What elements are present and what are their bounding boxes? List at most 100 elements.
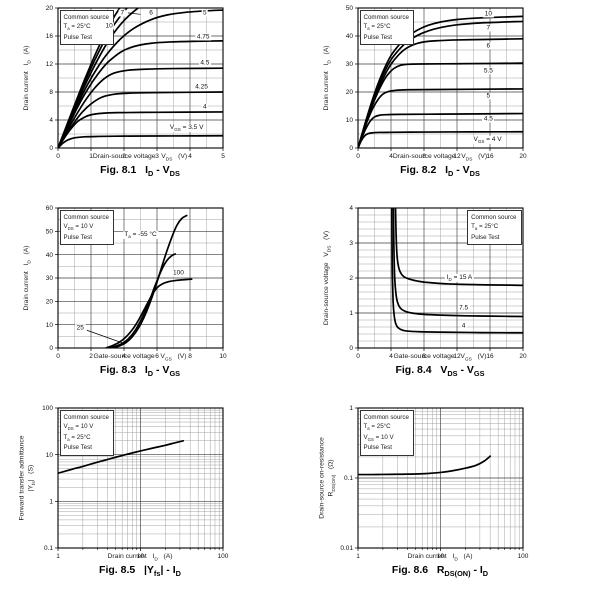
svg-text:2: 2 — [89, 353, 93, 360]
curve-Ta=-55C — [111, 214, 188, 348]
x-axis-label: Gate-source voltage VGS (V) — [393, 353, 487, 363]
x-axis-label: Drain-source voltage VDS (V) — [392, 153, 488, 163]
figure-title: Fig. 8.4 VDS - VGS — [395, 364, 485, 379]
label-leader — [86, 329, 123, 344]
plot-border — [357, 7, 524, 149]
svg-text:30: 30 — [346, 61, 354, 68]
y-axis-label: Forward transfer admittance |Yfs| (S) — [18, 435, 38, 521]
svg-text:0.1: 0.1 — [344, 475, 353, 482]
svg-text:10: 10 — [219, 353, 227, 360]
tick-marks — [355, 207, 524, 351]
svg-text:16: 16 — [46, 33, 54, 40]
svg-text:3: 3 — [349, 240, 353, 247]
curve-|Yfs| — [58, 439, 185, 475]
svg-text:4: 4 — [349, 205, 353, 212]
svg-text:50: 50 — [46, 229, 54, 236]
tick-labels: 0 2 4 6 8 10 0 10 20 30 40 50 60 — [46, 205, 227, 360]
curve-Ta=25C — [108, 253, 176, 348]
svg-text:16: 16 — [486, 353, 494, 360]
curve-ID=15A — [394, 208, 523, 287]
chart-canvas-8-2: 0 4 8 12 16 20 0 10 20 30 40 50 — [346, 5, 527, 160]
svg-text:40: 40 — [46, 252, 54, 259]
figure-title: Fig. 8.5 |Yfs| - ID — [99, 564, 181, 579]
svg-text:8: 8 — [188, 353, 192, 360]
curves — [358, 455, 492, 476]
tick-labels: 0 4 8 12 16 20 0 10 20 30 40 50 — [346, 5, 527, 160]
figure-title: Fig. 8.2 ID - VDS — [400, 164, 480, 179]
y-axis-label: Drain-source on-resistance RDS(ON) (Ω) — [318, 437, 338, 519]
tick-marks — [55, 7, 224, 151]
figure-title: Fig. 8.1 ID - VDS — [100, 164, 180, 179]
x-axis-label: Drain-source voltage VDS (V) — [92, 153, 188, 163]
figure-title: Fig. 8.6 RDS(ON) - ID — [391, 564, 489, 579]
svg-text:20: 20 — [46, 299, 54, 306]
chart-canvas-8-6: 1 10 100 0.01 0.1 1 — [340, 405, 528, 560]
svg-text:0.01: 0.01 — [340, 545, 353, 552]
svg-text:0: 0 — [56, 153, 60, 160]
svg-text:4: 4 — [389, 353, 393, 360]
svg-text:3: 3 — [155, 153, 159, 160]
y-axis-label: Drain current ID (A) — [323, 45, 333, 111]
figure-8-3: 0 2 4 6 8 10 0 10 20 30 40 50 60 Common source VDS = … — [0, 200, 300, 400]
svg-text:50: 50 — [346, 5, 354, 12]
figure-8-2: 0 4 8 12 16 20 0 10 20 30 40 50 Common source Ta = 2… — [300, 0, 600, 200]
svg-text:0: 0 — [356, 353, 360, 360]
curve-VGS=4.5V — [358, 112, 523, 148]
curve-VGS=10V — [58, 8, 121, 148]
svg-text:0.1: 0.1 — [44, 545, 53, 552]
svg-text:10: 10 — [346, 117, 354, 124]
label-leader — [127, 12, 141, 15]
svg-text:12: 12 — [46, 61, 54, 68]
curve-VGS=4.75V — [58, 40, 223, 148]
curve-VGS=4V — [358, 130, 523, 148]
svg-text:40: 40 — [346, 33, 354, 40]
svg-text:1: 1 — [349, 310, 353, 317]
svg-text:6: 6 — [155, 353, 159, 360]
y-axis-label: Drain current ID (A) — [23, 45, 33, 111]
svg-text:4: 4 — [188, 153, 192, 160]
x-axis-label: Drain current ID (A) — [107, 553, 173, 563]
svg-text:60: 60 — [46, 205, 54, 212]
curve-VGS=5V — [58, 9, 223, 148]
y-axis-label: Drain-source voltage VDS (V) — [323, 230, 333, 326]
curve-VGS=3.5V — [58, 134, 223, 148]
tick-marks — [55, 207, 224, 351]
svg-text:8: 8 — [422, 153, 426, 160]
figure-8-6: 1 10 100 0.01 0.1 1 Common source Ta = 25°C VGS… — [300, 400, 600, 600]
x-axis-label: Drain current ID (A) — [407, 553, 473, 563]
tick-marks — [355, 7, 524, 151]
svg-text:4: 4 — [389, 153, 393, 160]
svg-text:5: 5 — [221, 153, 225, 160]
svg-text:100: 100 — [518, 553, 529, 560]
tick-labels: 1 10 100 0.01 0.1 1 — [340, 405, 528, 560]
svg-text:2: 2 — [122, 153, 126, 160]
curve-ID=4A — [390, 208, 523, 334]
grid-minor — [58, 8, 223, 148]
curves — [390, 208, 523, 334]
svg-text:2: 2 — [349, 275, 353, 282]
svg-text:8: 8 — [49, 89, 53, 96]
curve-VGS=4.5V — [58, 67, 223, 148]
svg-text:0: 0 — [349, 345, 353, 352]
figure-8-1: 0 1 2 3 4 5 0 4 8 12 16 20 Common source Ta = 25°C Pu… — [0, 0, 300, 200]
curve-ID=7.5A — [392, 208, 523, 318]
figure-8-4: 0 4 8 12 16 20 0 1 2 3 4 Common source Ta = 25°C Pul… — [300, 200, 600, 400]
svg-text:8: 8 — [422, 353, 426, 360]
svg-text:100: 100 — [218, 553, 229, 560]
svg-text:16: 16 — [486, 153, 494, 160]
svg-text:12: 12 — [453, 153, 461, 160]
x-axis-label: Gate-source voltage VGS (V) — [93, 353, 187, 363]
svg-text:10: 10 — [137, 553, 145, 560]
tick-marks — [55, 407, 224, 551]
svg-text:20: 20 — [346, 89, 354, 96]
svg-text:100: 100 — [42, 405, 53, 412]
svg-text:30: 30 — [46, 275, 54, 282]
svg-text:20: 20 — [519, 353, 527, 360]
svg-text:0: 0 — [49, 345, 53, 352]
svg-text:20: 20 — [519, 153, 527, 160]
